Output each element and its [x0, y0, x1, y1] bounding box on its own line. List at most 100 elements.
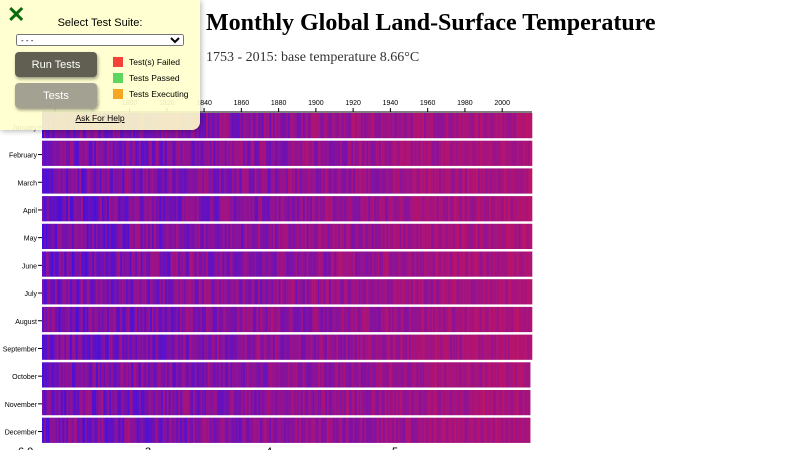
heatmap-cell [394, 417, 397, 443]
run-tests-button[interactable]: Run Tests [15, 52, 97, 77]
heatmap-cell [204, 306, 207, 333]
heatmap-cell [368, 390, 371, 416]
heatmap-cell [399, 223, 402, 249]
heatmap-cell [332, 251, 335, 277]
heatmap-cell [304, 279, 307, 305]
heatmap-cell [334, 140, 337, 166]
heatmap-cell [133, 334, 136, 360]
heatmap-cell [211, 334, 214, 360]
heatmap-cell [265, 196, 268, 222]
heatmap-cell [42, 223, 45, 249]
heatmap-cell [233, 168, 237, 194]
heatmap-cell [327, 334, 330, 360]
heatmap-cell [248, 362, 251, 388]
heatmap-cell [273, 140, 276, 166]
heatmap-cell [146, 306, 149, 333]
heatmap-cell [416, 140, 419, 166]
tests-button[interactable]: Tests [15, 83, 97, 108]
heatmap-cell [453, 334, 456, 360]
test-suite-select[interactable]: - - - [16, 34, 184, 46]
heatmap-cell [448, 390, 451, 416]
heatmap-cell [176, 390, 179, 416]
heatmap-cell [178, 362, 181, 388]
heatmap-cell [127, 390, 130, 416]
heatmap-cell [407, 334, 410, 360]
heatmap-cell [314, 223, 317, 249]
heatmap-cell [515, 251, 518, 277]
heatmap-cell [448, 417, 451, 443]
heatmap-cell [148, 140, 151, 166]
ask-for-help-link[interactable]: Ask For Help [75, 113, 125, 123]
heatmap-cell [237, 196, 240, 222]
heatmap-cell [185, 168, 188, 194]
heatmap-cell [308, 306, 311, 333]
heatmap-cell [494, 279, 497, 305]
heatmap-cell [179, 390, 183, 416]
heatmap-cell [360, 306, 363, 333]
heatmap-cell [43, 306, 47, 333]
heatmap-cell [49, 223, 52, 249]
heatmap-cell [161, 390, 164, 416]
heatmap-cell [517, 251, 520, 277]
heatmap-cell [224, 362, 227, 388]
heatmap-cell [230, 390, 233, 416]
heatmap-cell [500, 196, 503, 222]
heatmap-cell [90, 417, 93, 443]
heatmap-cell [379, 417, 382, 443]
heatmap-cell [174, 279, 177, 305]
heatmap-cell [334, 279, 337, 305]
heatmap-cell [304, 362, 307, 388]
heatmap-cell [245, 362, 248, 388]
heatmap-cell [397, 251, 401, 277]
heatmap-cell [466, 362, 469, 388]
heatmap-cell [189, 362, 192, 388]
heatmap-cell [110, 417, 114, 443]
chart-subtitle: 1753 - 2015: base temperature 8.66°C [206, 50, 420, 65]
heatmap-cell [304, 251, 307, 277]
heatmap-cell [451, 279, 455, 305]
heatmap-cell [228, 362, 231, 388]
heatmap-cell [55, 306, 58, 333]
heatmap-cell [425, 140, 428, 166]
heatmap-cell [191, 223, 194, 249]
heatmap-cell [51, 223, 54, 249]
heatmap-cell [409, 168, 412, 194]
heatmap-cell [474, 223, 477, 249]
heatmap-cell [491, 334, 494, 360]
heatmap-cell [56, 279, 60, 305]
heatmap-cell [425, 223, 428, 249]
heatmap-cell [233, 196, 237, 222]
heatmap-cell [472, 279, 475, 305]
heatmap-cell [209, 113, 212, 139]
heatmap-cell [107, 140, 110, 166]
heatmap-cell [453, 390, 456, 416]
heatmap-cell [425, 196, 428, 222]
heatmap-cell [42, 334, 45, 360]
heatmap-cell [259, 223, 263, 249]
heatmap-cell [146, 168, 149, 194]
heatmap-cell [319, 334, 322, 360]
heatmap-cell [371, 279, 374, 305]
heatmap-cell [118, 223, 121, 249]
heatmap-cell [47, 362, 50, 388]
heatmap-cell [196, 223, 199, 249]
heatmap-cell [112, 223, 115, 249]
heatmap-cell [120, 362, 123, 388]
heatmap-cell [99, 196, 102, 222]
heatmap-cell [438, 196, 442, 222]
close-icon[interactable]: ✕ [7, 2, 26, 27]
heatmap-cell [265, 113, 268, 139]
heatmap-cell [487, 417, 490, 443]
heatmap-cell [377, 417, 380, 443]
heatmap-cell [114, 306, 117, 333]
heatmap-cell [286, 417, 289, 443]
heatmap-cell [522, 334, 525, 360]
heatmap-cell [148, 251, 151, 277]
heatmap-cell [88, 140, 91, 166]
heatmap-cell [142, 306, 145, 333]
heatmap-cell [192, 362, 196, 388]
heatmap-cell [246, 251, 250, 277]
heatmap-cell [470, 223, 473, 249]
heatmap-cell [399, 168, 402, 194]
heatmap-cell [189, 417, 192, 443]
